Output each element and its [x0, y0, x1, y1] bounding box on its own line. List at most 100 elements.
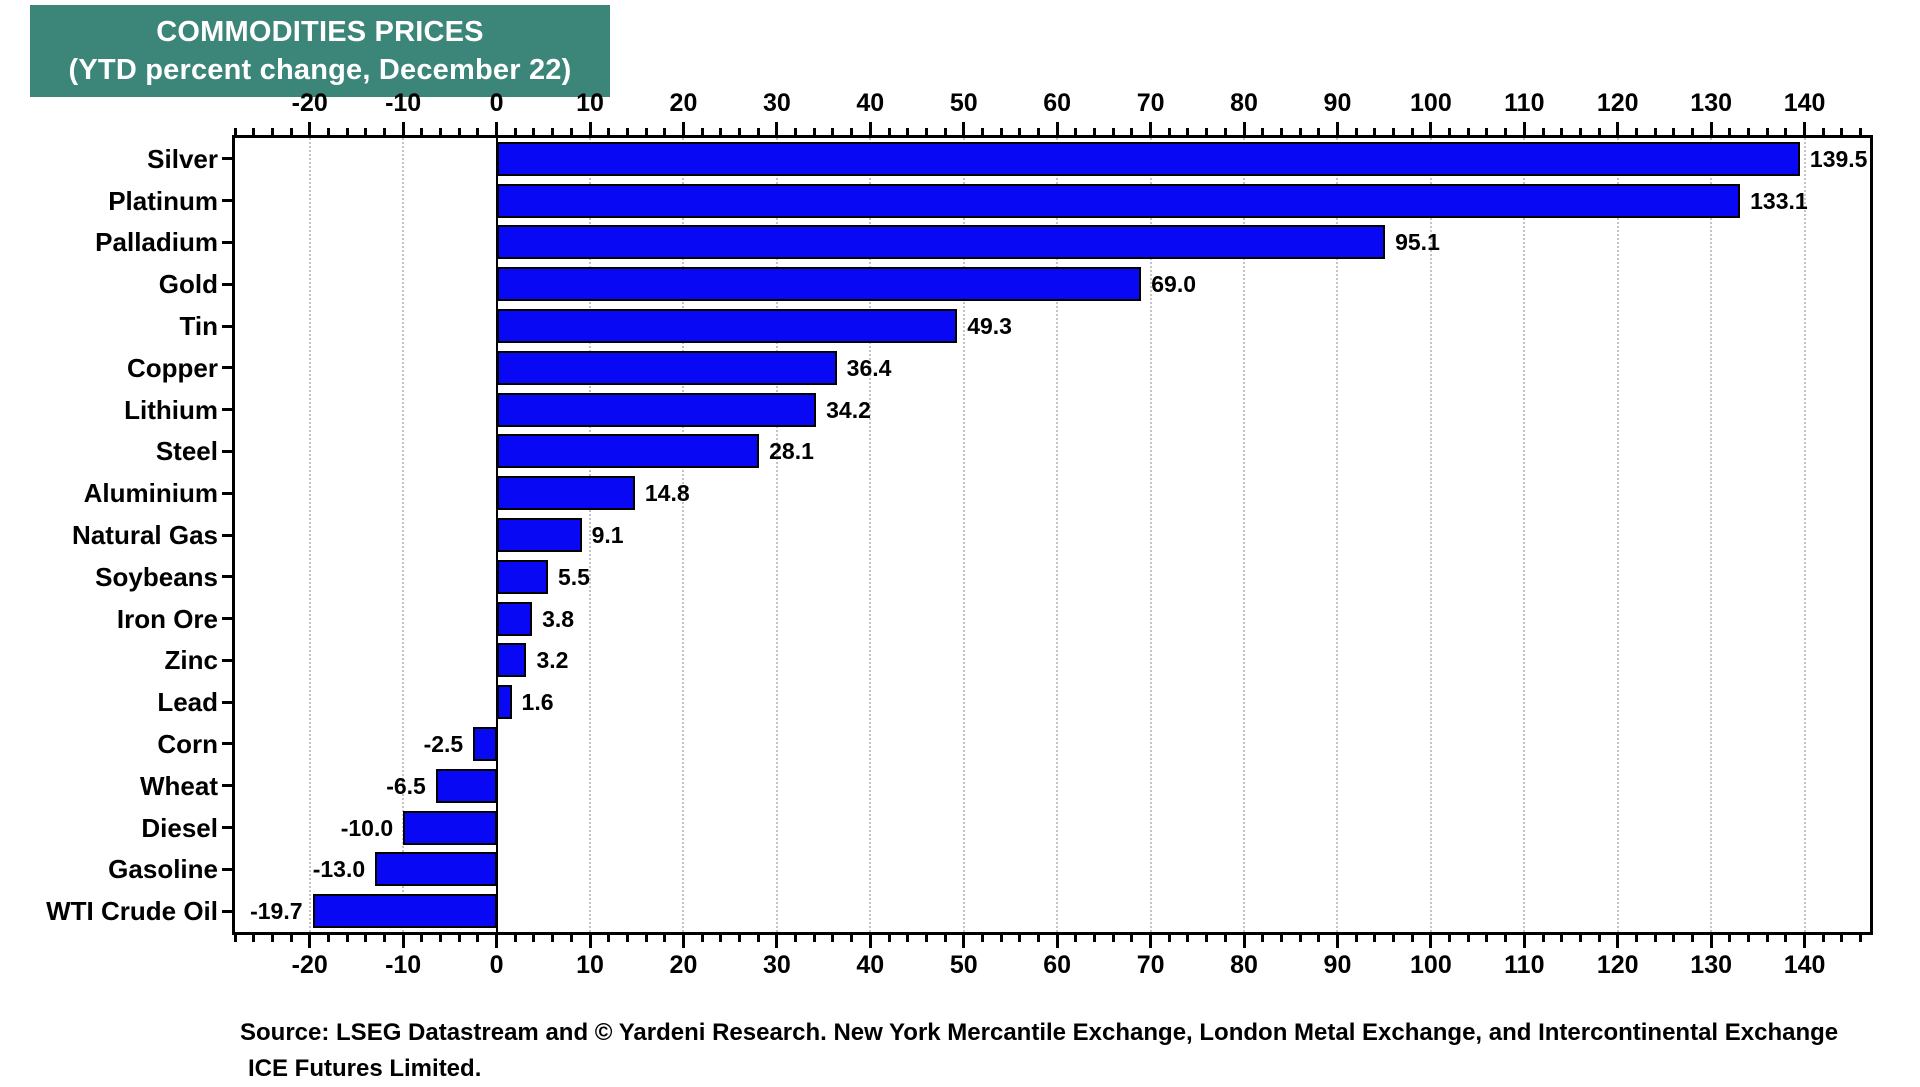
gridline-80	[1243, 138, 1246, 932]
gridline-20	[682, 138, 685, 932]
left-tick-palladium	[222, 240, 232, 244]
bottom-minor-tick-62	[1074, 935, 1078, 942]
bottom-minor-tick--28	[233, 935, 237, 942]
top-minor-tick-32	[794, 128, 798, 135]
top-minor-tick-14	[625, 128, 629, 135]
top-minor-tick--16	[345, 128, 349, 135]
left-tick-gasoline	[222, 867, 232, 871]
value-label-iron-ore: 3.8	[542, 605, 575, 632]
bottom-minor-tick-92	[1354, 935, 1358, 942]
top-minor-tick--14	[364, 128, 368, 135]
bottom-minor-tick-78	[1223, 935, 1227, 942]
bottom-minor-tick-28	[756, 935, 760, 942]
bottom-tick-label-120: 120	[1596, 951, 1639, 979]
category-label-iron-ore: Iron Ore	[116, 603, 218, 634]
left-tick-wti-crude-oil	[222, 909, 232, 913]
bottom-tick-label--20: -20	[291, 951, 328, 979]
bottom-major-tick-40	[868, 935, 872, 948]
gridline-110	[1523, 138, 1526, 932]
bottom-major-tick-110	[1522, 935, 1526, 948]
bottom-minor-tick--14	[364, 935, 368, 942]
bottom-tick-label-10: 10	[576, 951, 604, 979]
bottom-minor-tick-86	[1298, 935, 1302, 942]
bottom-major-tick-90	[1335, 935, 1339, 948]
bottom-minor-tick-96	[1392, 935, 1395, 942]
top-minor-tick-78	[1223, 128, 1227, 135]
value-label-lead: 1.6	[521, 689, 554, 716]
left-tick-corn	[222, 742, 232, 746]
bottom-minor-tick-36	[831, 935, 835, 942]
top-minor-tick-142	[1821, 128, 1825, 135]
bottom-major-tick-80	[1242, 935, 1246, 948]
top-minor-tick-44	[906, 128, 910, 135]
top-minor-tick-124	[1653, 128, 1657, 135]
bottom-tick-label-40: 40	[856, 951, 885, 979]
gridline-90	[1336, 138, 1339, 932]
bar-silver	[496, 141, 1800, 176]
bottom-major-tick--10	[401, 935, 405, 948]
bottom-minor-tick-24	[719, 935, 723, 942]
bottom-minor-tick-8	[569, 935, 573, 942]
top-minor-tick-126	[1672, 128, 1676, 135]
bar-iron-ore	[496, 601, 533, 636]
chart-title-line2: (YTD percent change, December 22)	[68, 54, 572, 86]
top-tick-label-0: 0	[489, 89, 504, 117]
top-minor-tick-12	[607, 128, 611, 135]
top-tick-label-120: 120	[1596, 89, 1639, 117]
category-label-palladium: Palladium	[95, 227, 218, 258]
bottom-minor-tick-116	[1578, 935, 1582, 942]
top-minor-tick-112	[1541, 128, 1545, 135]
value-label-aluminium: 14.8	[644, 480, 690, 507]
bottom-major-tick-0	[495, 935, 499, 948]
top-minor-tick-118	[1597, 128, 1601, 135]
top-minor-tick-136	[1765, 128, 1769, 135]
top-minor-tick-34	[812, 128, 816, 135]
top-major-tick-60	[1055, 122, 1059, 135]
top-minor-tick--24	[270, 128, 274, 135]
top-minor-tick-74	[1186, 128, 1190, 135]
top-minor-tick-86	[1298, 128, 1302, 135]
top-tick-label-20: 20	[669, 89, 698, 117]
top-minor-tick-72	[1167, 128, 1171, 135]
bottom-major-tick-10	[588, 935, 592, 948]
top-tick-label-40: 40	[856, 89, 885, 117]
value-label-corn: -2.5	[423, 730, 464, 757]
source-note: Source: LSEG Datastream and © Yardeni Re…	[240, 1015, 1880, 1087]
bottom-minor-tick-18	[663, 935, 667, 942]
bar-steel	[496, 434, 760, 469]
bottom-minor-tick-38	[850, 935, 854, 942]
bottom-tick-label-30: 30	[762, 951, 791, 979]
category-label-soybeans: Soybeans	[95, 561, 218, 592]
category-label-zinc: Zinc	[164, 645, 218, 676]
bottom-minor-tick--4	[457, 935, 461, 942]
category-label-wheat: Wheat	[140, 770, 218, 801]
bar-corn	[473, 726, 497, 761]
bottom-tick-label-70: 70	[1136, 951, 1165, 979]
bottom-minor-tick-74	[1186, 935, 1190, 942]
category-label-silver: Silver	[147, 143, 218, 174]
category-label-corn: Corn	[157, 728, 218, 759]
bar-gasoline	[375, 852, 497, 887]
bottom-minor-tick--12	[382, 935, 386, 942]
top-minor-tick-66	[1111, 128, 1115, 135]
top-minor-tick--28	[233, 128, 237, 135]
top-minor-tick-26	[738, 128, 741, 135]
top-minor-tick-98	[1410, 128, 1414, 135]
top-minor-tick-146	[1859, 128, 1863, 135]
top-major-tick--10	[401, 122, 405, 135]
bottom-minor-tick-102	[1448, 935, 1452, 942]
bottom-minor-tick-134	[1747, 935, 1751, 942]
top-minor-tick--2	[476, 128, 480, 135]
left-tick-silver	[222, 157, 232, 161]
top-minor-tick-116	[1578, 128, 1582, 135]
chart-title-box: COMMODITIES PRICES (YTD percent change, …	[30, 5, 610, 97]
top-tick-label--20: -20	[291, 89, 328, 117]
bottom-minor-tick-132	[1728, 935, 1732, 942]
top-minor-tick-48	[943, 128, 947, 135]
top-minor-tick-106	[1485, 128, 1489, 135]
value-label-copper: 36.4	[846, 354, 892, 381]
left-tick-platinum	[222, 199, 232, 203]
top-minor-tick-16	[644, 128, 648, 135]
top-major-tick-70	[1149, 122, 1153, 135]
top-minor-tick-76	[1205, 128, 1209, 135]
